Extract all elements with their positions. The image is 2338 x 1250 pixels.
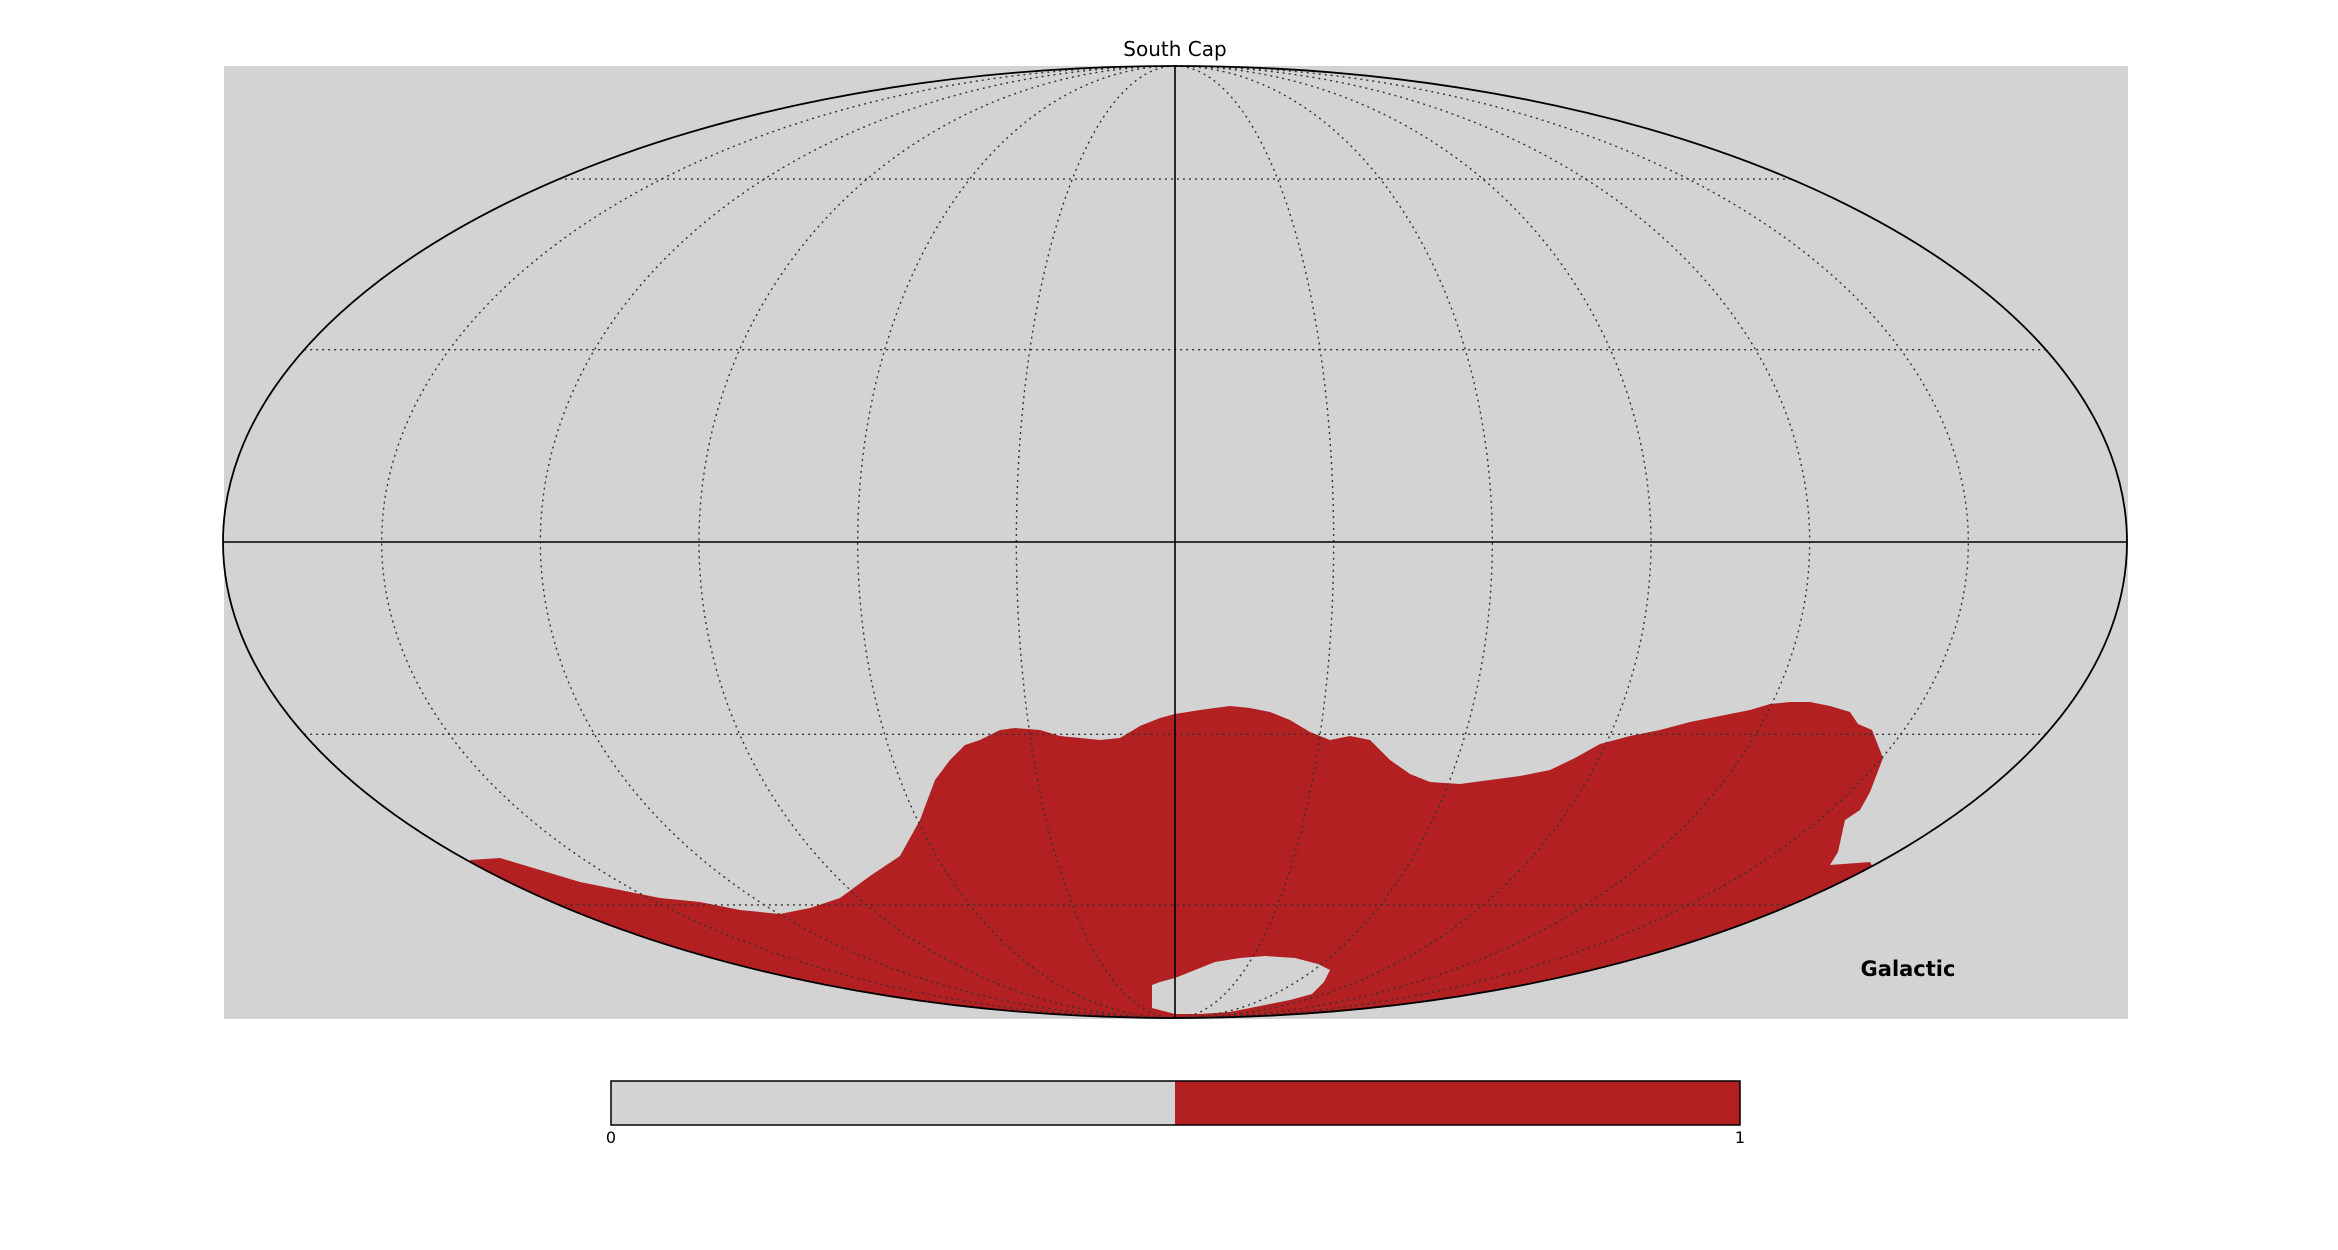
graticule-meridian <box>1015 65 1176 1019</box>
projection-outline <box>222 65 2128 1019</box>
graticule-meridian <box>1174 65 1493 1019</box>
colorbar-segment-0 <box>611 1081 1175 1125</box>
colorbar-min-label: 0 <box>606 1128 616 1147</box>
sky-mask-hole <box>1152 956 1330 1014</box>
colorbar-frame <box>610 1080 1741 1126</box>
sky-mask-region <box>470 702 1883 1018</box>
colorbar: 0 1 <box>606 1080 1745 1147</box>
map-title: South Cap <box>1123 37 1226 61</box>
graticule-meridian <box>1174 65 1335 1019</box>
colorbar-segment-1 <box>1175 1081 1740 1125</box>
colorbar-max-label: 1 <box>1735 1128 1745 1147</box>
coordinate-system-label: Galactic <box>1861 957 1956 981</box>
graticule-meridian <box>857 65 1176 1019</box>
